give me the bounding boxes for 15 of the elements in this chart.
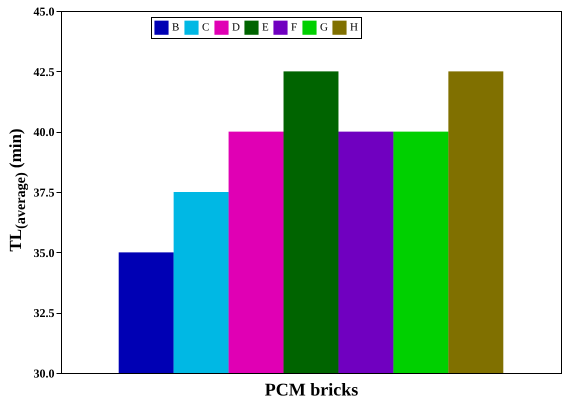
legend-label: F — [291, 22, 298, 34]
legend-label: D — [232, 22, 240, 34]
legend-label: C — [202, 22, 210, 34]
y-tick-label: 42.5 — [34, 64, 54, 79]
y-tick-label: 30.0 — [34, 366, 54, 380]
legend-label: H — [350, 22, 358, 34]
legend-label: B — [172, 22, 180, 34]
x-axis-title: PCM bricks — [264, 380, 358, 400]
y-tick-label: 45.0 — [34, 4, 54, 18]
y-tick-label: 40.0 — [34, 125, 54, 140]
y-tick-label: 32.5 — [34, 306, 54, 320]
y-tick-label: 37.5 — [34, 186, 54, 200]
legend-label: E — [262, 22, 269, 34]
y-tick-label: 35.0 — [34, 246, 54, 260]
legend-label: G — [320, 22, 328, 34]
